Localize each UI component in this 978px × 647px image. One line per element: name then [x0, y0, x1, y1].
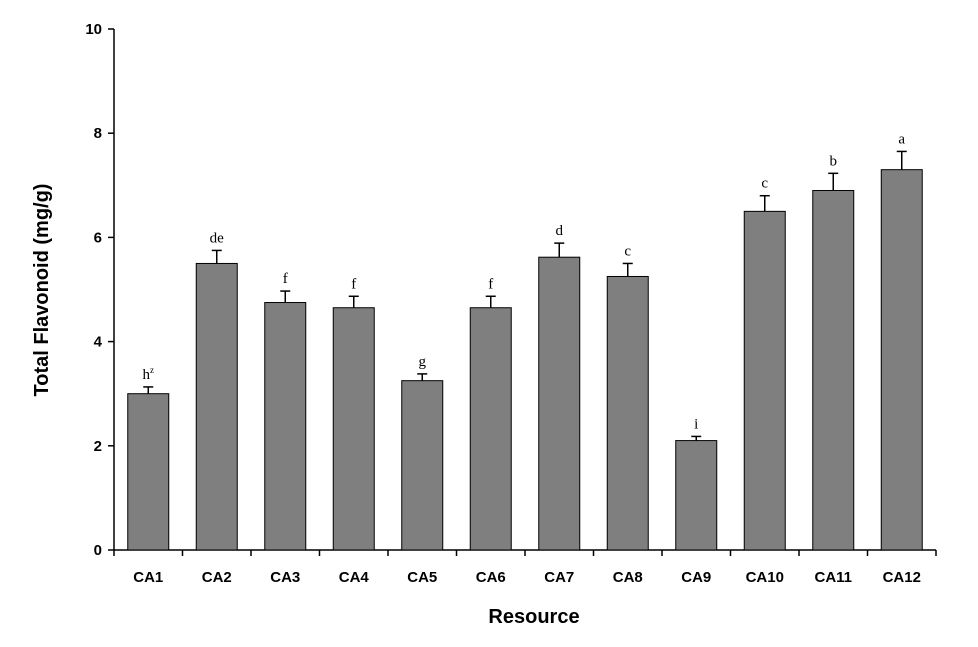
- significance-letter: de: [210, 230, 225, 246]
- y-tick-label: 0: [94, 542, 102, 559]
- significance-letter: hz: [143, 365, 155, 383]
- bar-ca7: [538, 256, 581, 551]
- error-bars: [143, 150, 907, 441]
- x-tick-label: CA9: [681, 569, 711, 586]
- significance-letter: f: [351, 276, 356, 292]
- x-tick-label: CA1: [133, 569, 163, 586]
- x-tick-label: CA4: [339, 569, 370, 586]
- bar-ca12: [880, 169, 923, 551]
- x-tick-label: CA2: [202, 569, 232, 586]
- significance-letter: b: [830, 153, 838, 169]
- significance-letter: i: [694, 416, 698, 432]
- bar-ca3: [264, 302, 307, 551]
- y-tick-label: 6: [94, 229, 102, 246]
- significance-letter: c: [761, 176, 768, 192]
- bars: [127, 169, 923, 551]
- y-tick-label: 10: [85, 21, 102, 38]
- bar-ca5: [401, 380, 444, 551]
- y-tick-label: 8: [94, 125, 102, 142]
- significance-letter: f: [488, 276, 493, 292]
- bar-ca10: [743, 210, 786, 551]
- bar-ca2: [195, 262, 238, 551]
- y-tick-label: 2: [94, 438, 102, 455]
- bar-ca1: [127, 393, 170, 551]
- significance-letter: d: [556, 223, 564, 239]
- x-ticks: CA1 CA2 CA3 CA4 CA5 CA6 CA7 CA8 CA9 CA10 CA11 CA12: [113, 550, 937, 586]
- bar-ca6: [469, 307, 512, 551]
- y-tick-label: 4: [94, 334, 103, 351]
- x-tick-label: CA3: [270, 569, 300, 586]
- significance-letter: f: [283, 271, 288, 287]
- bar-ca4: [332, 307, 375, 551]
- significance-letters: hz de f f g f d c i c b a: [143, 131, 906, 432]
- x-tick-label: CA7: [544, 569, 574, 586]
- significance-letter: c: [624, 243, 631, 259]
- x-tick-label: CA12: [883, 569, 921, 586]
- significance-letter: a: [898, 131, 905, 147]
- footnote-marker: z: [150, 365, 154, 375]
- x-tick-label: CA11: [814, 569, 852, 586]
- x-axis-title: Resource: [488, 606, 579, 628]
- x-tick-label: CA5: [407, 569, 437, 586]
- y-ticks: 0 2 4 6 8 10: [85, 21, 114, 559]
- bar-ca9: [675, 440, 718, 551]
- bar-ca11: [812, 190, 855, 551]
- significance-letter: g: [419, 354, 427, 370]
- y-axis-title: Total Flavonoid (mg/g): [31, 184, 53, 397]
- x-tick-label: CA6: [476, 569, 506, 586]
- bar-ca8: [606, 275, 649, 551]
- x-tick-label: CA10: [746, 569, 784, 586]
- x-tick-label: CA8: [613, 569, 643, 586]
